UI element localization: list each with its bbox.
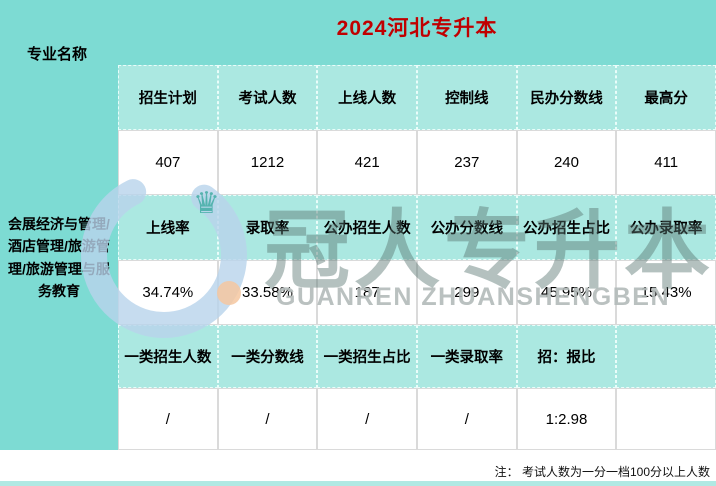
table-value-cell: 237 <box>416 130 517 195</box>
data-table: 招生计划 考试人数 上线人数 控制线 民办分数线 最高分 407 1212 42… <box>118 65 716 450</box>
page-title: 2024河北专升本 <box>336 17 498 40</box>
table-value-cell: 240 <box>516 130 617 195</box>
table-value-cell: 411 <box>616 130 716 195</box>
table-value-cell: 299 <box>416 260 517 325</box>
major-column-label: 专业名称 <box>27 46 88 63</box>
table-value-cell: 34.74% <box>118 260 218 325</box>
table-header-cell: 录取率 <box>217 195 318 260</box>
table-header-cell-empty <box>616 325 716 388</box>
table-header-cell: 公办录取率 <box>616 195 716 260</box>
table-header-cell: 一类分数线 <box>217 325 318 388</box>
table-value-cell: 1212 <box>217 130 318 195</box>
table-header-cell: 一类录取率 <box>416 325 517 388</box>
table-header-cell: 考试人数 <box>217 65 318 130</box>
table-header-cell: 公办分数线 <box>416 195 517 260</box>
table-value-cell: 407 <box>118 130 218 195</box>
table-value-cell: / <box>317 388 417 450</box>
table-value-cell: 15.43% <box>616 260 716 325</box>
table-header-cell: 公办招生占比 <box>516 195 617 260</box>
table-header-cell: 最高分 <box>616 65 716 130</box>
footnote: 注： 考试人数为一分一档100分以上人数 <box>494 465 710 479</box>
table-header-cell: 招：报比 <box>516 325 617 388</box>
table-value-cell: 421 <box>317 130 417 195</box>
table-value-cell: / <box>118 388 218 450</box>
title-banner: 2024河北专升本 <box>0 0 716 65</box>
table-value-cell: 1:2.98 <box>516 388 617 450</box>
table-value-cell: 45.95% <box>516 260 617 325</box>
table-header-cell: 招生计划 <box>118 65 218 130</box>
table-header-cell: 民办分数线 <box>516 65 617 130</box>
table-value-cell: / <box>416 388 517 450</box>
table-header-cell: 一类招生占比 <box>317 325 417 388</box>
table-value-cell: / <box>217 388 318 450</box>
table-value-cell-empty <box>616 388 716 450</box>
bottom-teal-strip <box>0 481 716 486</box>
table-value-cell: 33.58% <box>217 260 318 325</box>
table-header-cell: 上线率 <box>118 195 218 260</box>
table-header-cell: 公办招生人数 <box>317 195 417 260</box>
table-value-cell: 187 <box>317 260 417 325</box>
table-header-cell: 上线人数 <box>317 65 417 130</box>
major-name-cell: 会展经济与管理/酒店管理/旅游管理/旅游管理与服务教育 <box>0 65 118 450</box>
table-header-cell: 一类招生人数 <box>118 325 218 388</box>
table-header-cell: 控制线 <box>416 65 517 130</box>
